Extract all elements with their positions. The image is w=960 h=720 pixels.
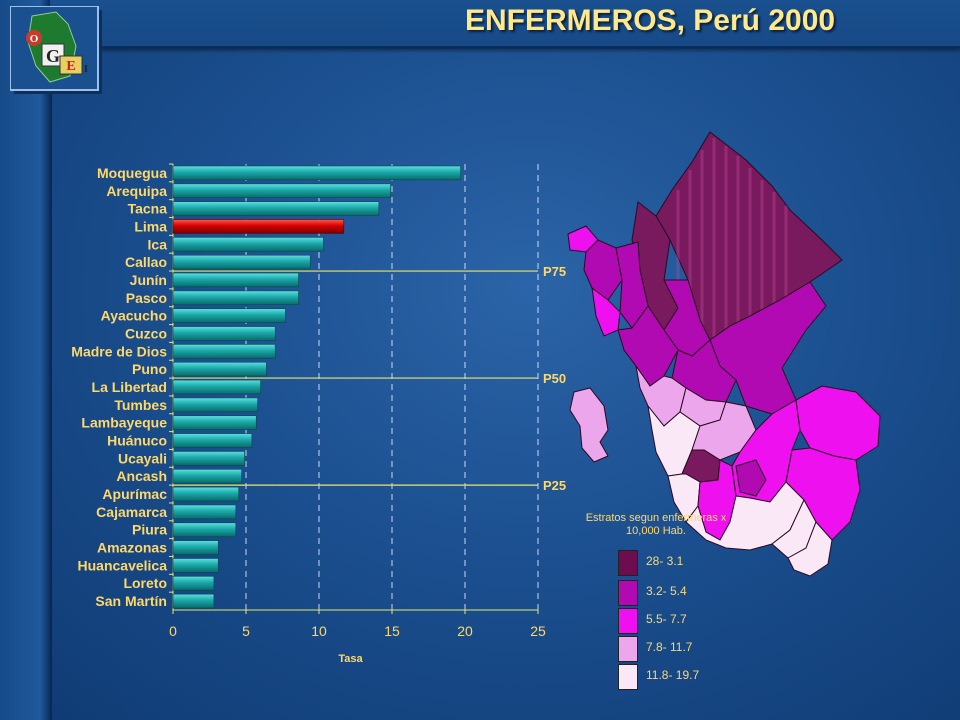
bar-piura [172, 522, 237, 537]
category-label: Callao [125, 254, 167, 270]
category-label: Loreto [123, 575, 167, 591]
legend-swatch-4 [618, 636, 638, 662]
percentile-label-p50: P50 [543, 371, 566, 386]
legend-label-2: 3.2- 5.4 [646, 584, 687, 598]
category-label: Piura [132, 522, 167, 538]
legend-label-5: 11.8- 19.7 [646, 668, 700, 682]
category-label: San Martín [95, 593, 167, 609]
x-tick-label: 20 [457, 623, 473, 639]
left-band [0, 0, 52, 720]
x-tick-label: 10 [311, 623, 327, 639]
bar-arequipa [172, 183, 391, 198]
legend-item-3: 5.5- 7.7 [618, 608, 758, 634]
map-region-piura [583, 239, 623, 301]
bar-madre-de-dios [172, 344, 276, 359]
category-label: Ica [148, 236, 168, 252]
bar-loreto [172, 576, 215, 591]
bar-tumbes [172, 397, 258, 413]
map-region-ucayali [709, 281, 827, 415]
map-region-madre-de-dios [795, 385, 881, 461]
legend-swatch-2 [618, 580, 638, 606]
logo-letter-g: G [46, 46, 60, 66]
bar-puno [172, 361, 267, 377]
legend-label-4: 7.8- 11.7 [646, 640, 693, 654]
category-label: La Libertad [92, 379, 167, 395]
map-legend: Estratos segun enfermeras x 10,000 Hab. … [570, 512, 750, 692]
bar-lambayeque [172, 415, 257, 430]
category-label: Pasco [126, 290, 167, 306]
legend-title: Estratos segun enfermeras x 10,000 Hab. [585, 512, 727, 537]
top-band [50, 0, 960, 49]
category-label: Amazonas [97, 540, 167, 556]
bar-moquegua [172, 165, 461, 181]
bar-lima [172, 219, 345, 234]
bar-san-martín [172, 593, 215, 609]
legend-swatch-5 [618, 664, 638, 690]
x-tick-label: 0 [169, 623, 177, 639]
category-label: Huancavelica [78, 557, 168, 573]
category-label: Ayacucho [101, 308, 167, 324]
map-region-tacna [787, 521, 833, 577]
x-tick-label: 25 [530, 623, 546, 639]
bar-callao [172, 254, 311, 270]
x-tick-label: 15 [384, 623, 400, 639]
legend-item-4: 7.8- 11.7 [618, 636, 758, 662]
category-label: Moquegua [97, 165, 167, 181]
bar-tacna [172, 201, 380, 216]
bar-la-libertad [172, 379, 261, 395]
legend-item-5: 11.8- 19.7 [618, 664, 758, 690]
bar-cuzco [172, 326, 276, 341]
category-label: Tacna [128, 201, 168, 217]
category-label: Cajamarca [96, 504, 167, 520]
category-label: Madre de Dios [71, 343, 167, 359]
legend-label-3: 5.5- 7.7 [646, 612, 687, 626]
category-label: Lima [134, 218, 167, 234]
legend-swatch-1 [618, 550, 638, 576]
bar-apurímac [172, 486, 239, 502]
logo-letter-e: E [66, 59, 75, 74]
legend-label-1: 28- 3.1 [646, 554, 684, 568]
bar-ucayali [172, 451, 245, 466]
bar-pasco [172, 290, 299, 306]
x-tick-label: 5 [242, 623, 250, 639]
bar-amazonas [172, 540, 219, 555]
page-title: ENFERMEROS, Perú 2000 [464, 4, 836, 37]
category-label: Tumbes [114, 397, 167, 413]
logo-letter-i: I [84, 64, 88, 75]
oge-logo: O G E I [10, 6, 102, 94]
map-inset-lima-callao [569, 387, 609, 463]
map-loreto-stripes [676, 138, 788, 340]
bar-junín [172, 272, 299, 288]
bar-ica [172, 237, 324, 252]
logo-o-circle [26, 30, 42, 46]
category-label: Ancash [116, 468, 167, 484]
category-label: Arequipa [106, 183, 167, 199]
category-label: Ucayali [118, 450, 167, 466]
category-label: Junín [130, 272, 167, 288]
bar-ancash [172, 468, 242, 484]
category-label: Cuzco [125, 325, 167, 341]
bar-huánuco [172, 433, 253, 448]
percentile-label-p75: P75 [543, 264, 566, 279]
bar-huancavelica [172, 558, 219, 573]
peru-map [567, 131, 881, 577]
category-label: Lambayeque [81, 415, 167, 431]
logo-letter-o: O [30, 33, 39, 45]
bar-ayacucho [172, 308, 286, 323]
map-region-arequipa [685, 481, 805, 551]
map-region-apurimac [735, 459, 767, 497]
bar-cajamarca [172, 504, 237, 520]
percentile-label-p25: P25 [543, 478, 566, 493]
legend-item-2: 3.2- 5.4 [618, 580, 758, 606]
x-axis-label: Tasa [338, 653, 363, 665]
legend-item-1: 28- 3.1 [618, 550, 758, 576]
category-label: Apurímac [102, 486, 167, 502]
category-label: Puno [132, 361, 167, 377]
legend-swatch-3 [618, 608, 638, 634]
category-label: Huánuco [107, 433, 167, 449]
map-region-la-libertad [617, 305, 679, 387]
